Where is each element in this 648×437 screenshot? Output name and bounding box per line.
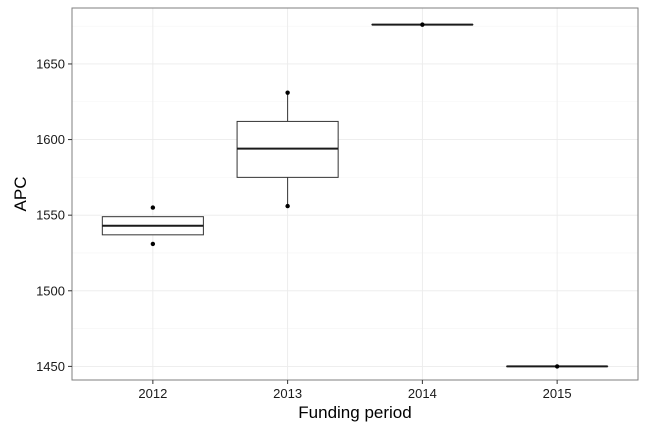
x-tick-label: 2014	[408, 386, 437, 401]
y-tick-label: 1550	[36, 208, 65, 223]
data-point-2012	[151, 242, 155, 246]
y-axis-title: APC	[11, 177, 30, 212]
x-tick-label: 2015	[543, 386, 572, 401]
data-point-2012	[151, 205, 155, 209]
data-point-2013	[285, 204, 289, 208]
y-tick-label: 1600	[36, 132, 65, 147]
x-tick-label: 2013	[273, 386, 302, 401]
data-point-2015	[555, 364, 559, 368]
data-point-2013	[285, 90, 289, 94]
y-tick-label: 1450	[36, 359, 65, 374]
x-axis-title: Funding period	[298, 403, 411, 422]
data-point-2014	[420, 22, 424, 26]
box-group-2012	[102, 217, 203, 235]
grid-lines	[72, 8, 638, 380]
y-tick-label: 1650	[36, 56, 65, 71]
x-tick-label: 2012	[138, 386, 167, 401]
y-tick-label: 1500	[36, 283, 65, 298]
